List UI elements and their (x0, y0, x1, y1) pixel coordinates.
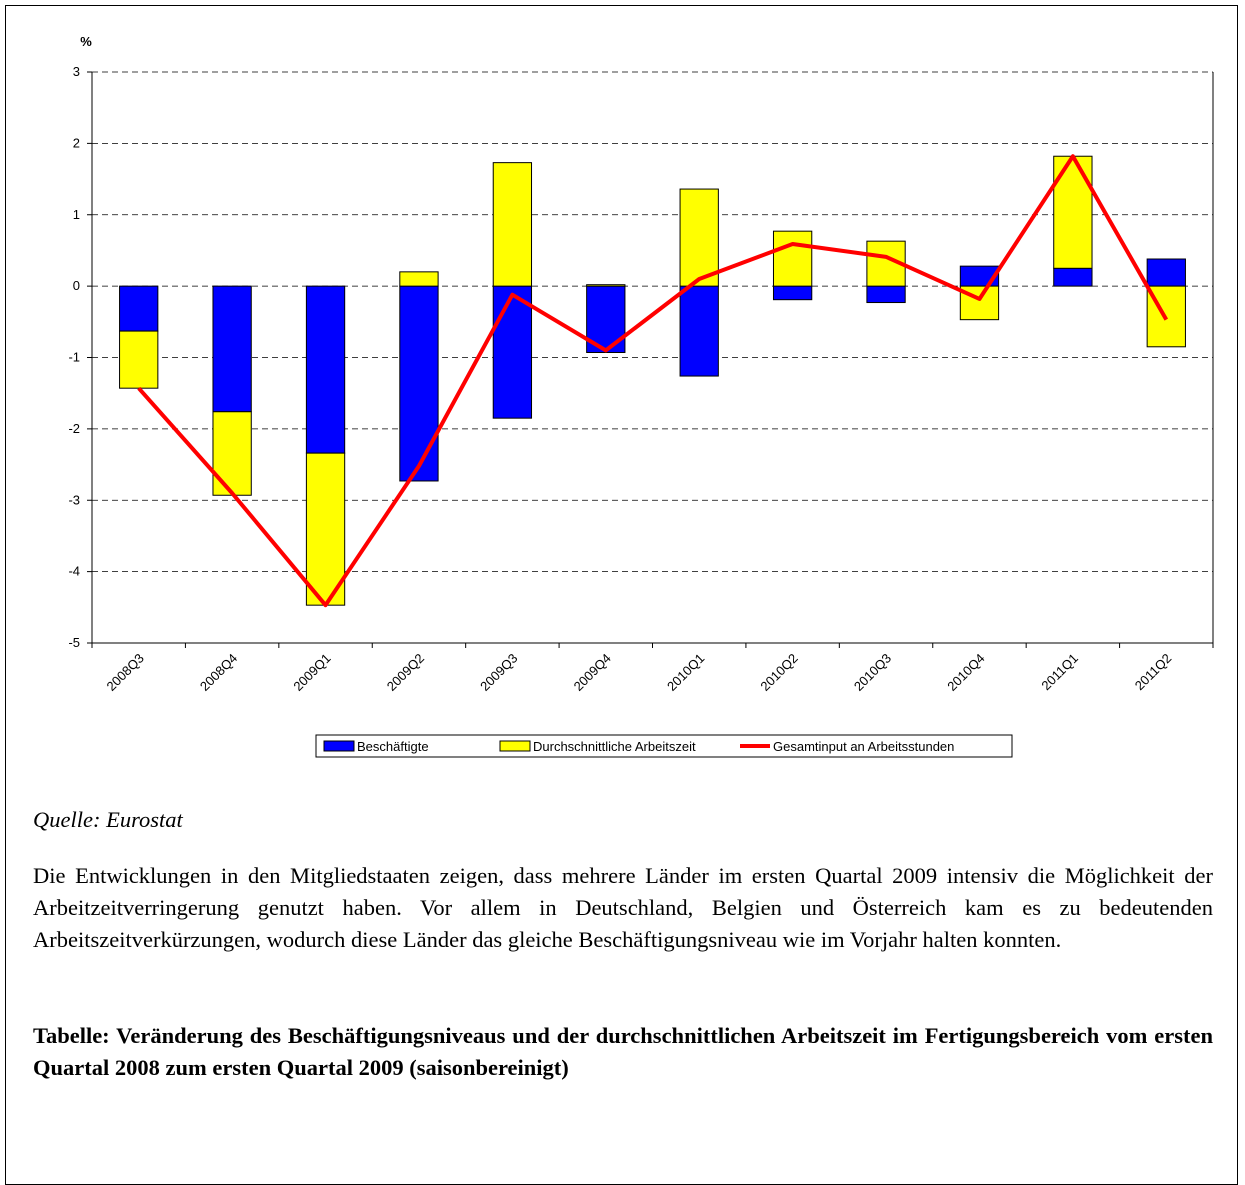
chart: % -5 -4 -3 -2 -1 0 1 2 3 2008Q3 2008Q4 2009Q1 2009Q2… (68, 34, 1214, 758)
bar (1053, 155, 1093, 269)
bar (1053, 267, 1093, 287)
bar (212, 411, 252, 496)
bar (492, 162, 533, 287)
y-tick-label: 1 (73, 207, 80, 222)
paragraph: Die Entwicklungen in den Mitgliedstaaten… (33, 863, 1213, 952)
bar (679, 285, 719, 377)
y-tick-label: 2 (73, 135, 80, 150)
y-tick-label: -4 (68, 564, 80, 579)
bar (399, 271, 439, 287)
y-tick-label: -5 (68, 635, 80, 650)
x-tick-label: 2009Q4 (571, 651, 614, 694)
source-note: Quelle: Eurostat (33, 807, 183, 832)
y-tick-label: -3 (68, 492, 80, 507)
bar (119, 285, 159, 332)
legend-label: Beschäftigte (357, 739, 429, 754)
legend-swatch (323, 740, 355, 752)
y-tick-label: 3 (73, 64, 80, 79)
x-tick-label: 2010Q3 (851, 651, 894, 694)
legend: Beschäftigte Durchschnittliche Arbeitszei… (315, 734, 1013, 758)
x-tick-label: 2009Q1 (290, 651, 333, 694)
x-tick-label: 2011Q2 (1132, 651, 1175, 694)
bar (1146, 258, 1186, 287)
y-tick-label: 0 (73, 278, 80, 293)
bar (679, 188, 719, 287)
legend-box (315, 734, 1013, 758)
line-series (137, 154, 1169, 608)
y-tick-label: -2 (68, 421, 80, 436)
bar (586, 284, 626, 287)
bar (492, 285, 533, 419)
bar (772, 230, 813, 287)
x-tick-label: 2008Q4 (197, 651, 240, 694)
bar (305, 452, 346, 606)
x-tick-label: 2011Q1 (1038, 651, 1081, 694)
bar (212, 285, 252, 413)
bar (305, 285, 346, 454)
table-title: Tabelle: Veränderung des Beschäftigungsn… (33, 1023, 1213, 1080)
x-tick-label: 2010Q1 (664, 651, 707, 694)
bar (119, 330, 159, 389)
y-tick-label: -1 (68, 350, 80, 365)
legend-swatch (499, 740, 531, 752)
x-tick-label: 2008Q3 (104, 651, 147, 694)
x-tick-label: 2010Q2 (757, 651, 800, 694)
legend-label: Durchschnittliche Arbeitszeit (533, 739, 696, 754)
legend-label: Gesamtinput an Arbeitsstunden (773, 739, 954, 754)
x-tick-label: 2010Q4 (944, 651, 987, 694)
x-tick-label: 2009Q2 (384, 651, 427, 694)
x-tick-label: 2009Q3 (477, 651, 520, 694)
bar (772, 285, 813, 301)
bar (399, 285, 439, 482)
bar (866, 285, 906, 304)
y-axis-label: % (80, 34, 92, 49)
